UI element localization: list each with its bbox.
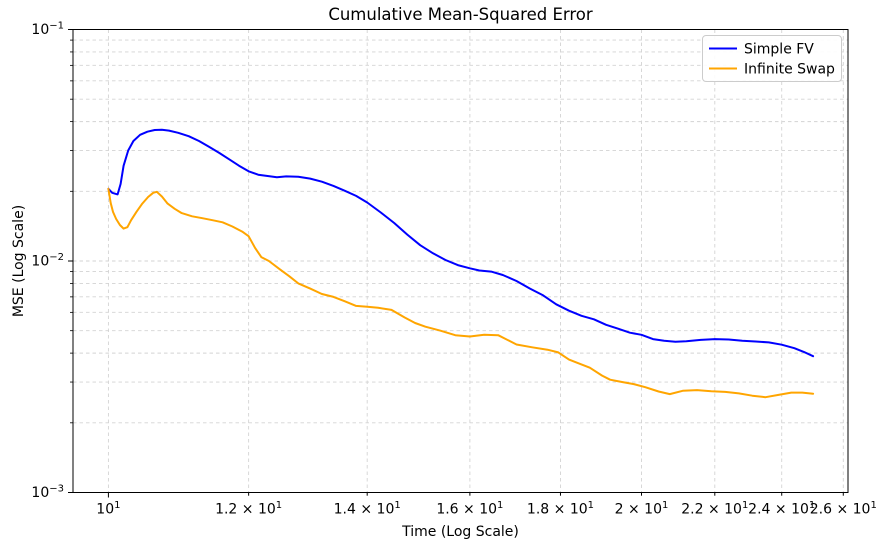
y-tick-label: 10−3 — [31, 484, 64, 502]
x-tick-label: 2.6 × 101 — [810, 500, 877, 518]
series-line-simple-fv — [107, 128, 815, 358]
y-tick-label: 10−1 — [31, 21, 64, 39]
chart-title: Cumulative Mean-Squared Error — [328, 5, 593, 24]
legend: Simple FV Infinite Swap — [702, 35, 842, 82]
x-axis-ticks: 101 1.2 × 101 1.4 × 101 1.6 × 101 1.8 × 101 2… — [96, 492, 877, 518]
x-tick-label: 2.2 × 101 — [681, 500, 748, 518]
legend-label: Simple FV — [744, 42, 814, 58]
grid — [73, 29, 848, 493]
legend-label: Infinite Swap — [744, 62, 835, 78]
x-tick-label: 101 — [96, 500, 120, 518]
legend-box — [702, 35, 842, 82]
y-axis-ticks: 10−1 10−2 10−3 — [31, 21, 73, 502]
x-tick-label: 2 × 101 — [615, 500, 669, 518]
x-tick-label: 1.2 × 101 — [215, 500, 282, 518]
x-tick-label: 1.6 × 101 — [436, 500, 503, 518]
x-tick-label: 1.4 × 101 — [334, 500, 401, 518]
series-line-infinite-swap — [107, 187, 815, 399]
y-axis-label: MSE (Log Scale) — [11, 204, 27, 318]
y-tick-label: 10−2 — [31, 252, 64, 270]
x-axis-label: Time (Log Scale) — [402, 524, 519, 540]
x-tick-label: 1.8 × 101 — [527, 500, 594, 518]
x-tick-label: 2.4 × 101 — [748, 500, 815, 518]
